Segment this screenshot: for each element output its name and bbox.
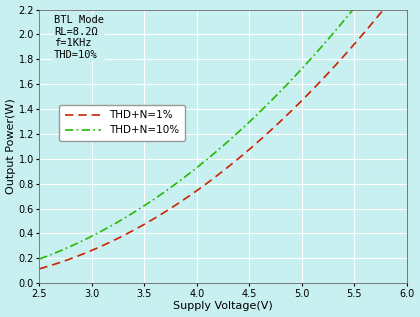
THD+N=10%: [236, 130, 241, 134]
THD+N=10%: [37, 257, 42, 261]
Y-axis label: Output Power(W): Output Power(W): [5, 99, 16, 194]
THD+N=10%: [255, 112, 260, 115]
THD+N=1%: [255, 140, 260, 144]
Line: THD+N=10%: THD+N=10%: [39, 0, 407, 259]
Legend: THD+N=1%, THD+N=10%: THD+N=1%, THD+N=10%: [59, 105, 185, 141]
THD+N=1%: [211, 176, 216, 180]
THD+N=1%: [338, 58, 343, 61]
THD+N=1%: [214, 174, 219, 178]
THD+N=10%: [338, 23, 343, 27]
THD+N=1%: [37, 267, 42, 271]
X-axis label: Supply Voltage(V): Supply Voltage(V): [173, 301, 273, 311]
THD+N=10%: [211, 152, 216, 156]
Text: BTL Mode
RL=8.2Ω
f=1KHz
THD=10%: BTL Mode RL=8.2Ω f=1KHz THD=10%: [54, 15, 104, 60]
THD+N=1%: [236, 157, 241, 161]
Line: THD+N=1%: THD+N=1%: [39, 0, 407, 269]
THD+N=10%: [214, 150, 219, 154]
